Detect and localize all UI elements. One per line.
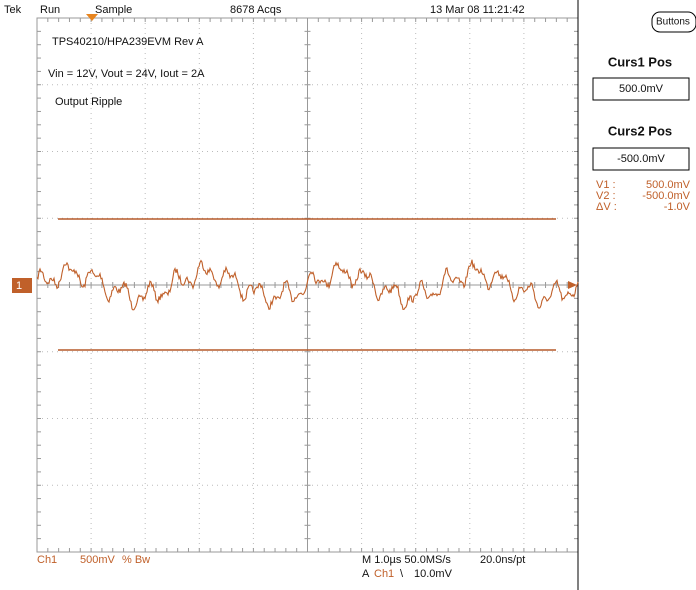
- graticule: [36, 17, 579, 553]
- trigger-level: [568, 281, 577, 289]
- cursor2-title: Curs2 Pos: [608, 123, 672, 138]
- trigger-slope: \: [400, 568, 404, 580]
- cursor1-value: 500.0mV: [619, 83, 664, 95]
- acq-mode: Sample: [95, 4, 132, 16]
- bandwidth: % Bw: [122, 554, 150, 566]
- readouts: V1 : 500.0mV V2 : -500.0mV ΔV : -1.0V: [596, 179, 691, 213]
- channel-marker: 1: [16, 280, 22, 292]
- readout-label: V2 :: [596, 190, 616, 202]
- trigger-position: [86, 14, 98, 21]
- channel-marker-box: [12, 278, 32, 293]
- cursor2-value: -500.0mV: [617, 153, 665, 165]
- timestamp: 13 Mar 08 11:21:42: [430, 4, 525, 16]
- trigger-prefix: A: [362, 568, 370, 580]
- acq-count: 8678 Acqs: [230, 4, 282, 16]
- readout-value: 500.0mV: [646, 179, 691, 191]
- brand: Tek: [4, 4, 22, 16]
- trigger-level-text: 10.0mV: [414, 568, 453, 580]
- cursor1-title: Curs1 Pos: [608, 54, 672, 69]
- cursor1-box: [592, 77, 690, 101]
- annotation: Vin = 12V, Vout = 24V, Iout = 2A: [48, 68, 205, 80]
- annotation: Output Ripple: [55, 96, 122, 108]
- cursor2-box: [592, 147, 690, 171]
- readout-value: -500.0mV: [642, 190, 690, 202]
- timebase: M 1.0µs 50.0MS/s: [362, 554, 451, 566]
- readout-value: -1.0V: [664, 201, 691, 213]
- readout-label: ΔV :: [596, 201, 617, 213]
- buttons-label[interactable]: Buttons: [656, 17, 690, 28]
- channel: Ch1: [37, 554, 57, 566]
- annotation: TPS40210/HPA239EVM Rev A: [52, 36, 204, 48]
- resolution: 20.0ns/pt: [480, 554, 525, 566]
- run-state: Run: [40, 4, 60, 16]
- volts-per-div: 500mV: [80, 554, 116, 566]
- waveform: [36, 259, 579, 311]
- buttons-button[interactable]: [651, 11, 696, 33]
- readout-label: V1 :: [596, 179, 616, 191]
- trigger-source: Ch1: [374, 568, 394, 580]
